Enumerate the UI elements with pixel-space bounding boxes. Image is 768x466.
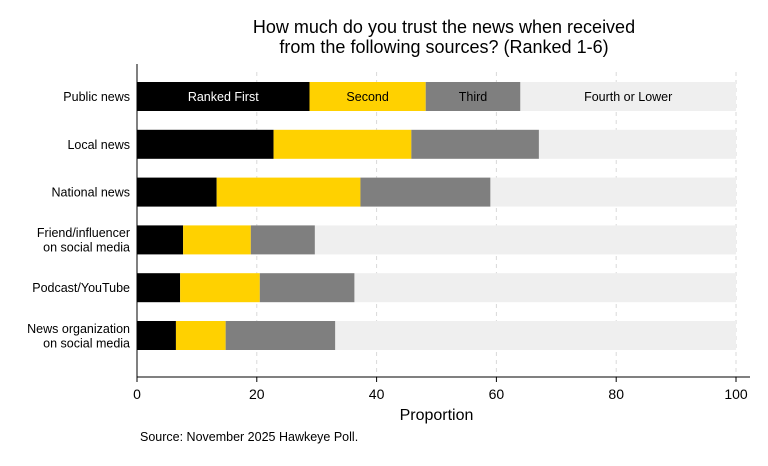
category-label-4: Podcast/YouTube — [32, 281, 130, 295]
bar-4-ranked-first — [137, 273, 181, 303]
legend-label-second: Second — [346, 90, 388, 104]
legend-label-fourth-or-lower: Fourth or Lower — [584, 90, 672, 104]
x-axis-title: Proportion — [400, 407, 474, 424]
chart-title-line-2: from the following sources? (Ranked 1-6) — [279, 37, 608, 57]
bar-2-fourth-or-lower — [490, 177, 736, 207]
bar-2-ranked-first — [137, 177, 217, 207]
legend-label-third: Third — [459, 90, 488, 104]
legend-label-ranked-first: Ranked First — [188, 90, 259, 104]
bar-0-third — [425, 82, 521, 111]
category-label-2: National news — [51, 186, 130, 200]
bar-0-ranked-first — [137, 82, 310, 111]
bar-4-fourth-or-lower — [354, 273, 736, 303]
x-tick-label-100: 100 — [724, 386, 748, 402]
bar-1-fourth-or-lower — [538, 129, 736, 159]
bar-3-second — [183, 225, 251, 255]
bar-5-ranked-first — [137, 321, 176, 350]
x-tick-label-60: 60 — [489, 386, 505, 402]
grid-lines — [256, 72, 737, 377]
bar-3-third — [250, 225, 315, 255]
bar-1-ranked-first — [137, 129, 274, 159]
bars: Ranked First Second Third Fourth or Lower — [137, 82, 736, 350]
category-labels: Public news Local news National news Friend… — [27, 90, 130, 350]
chart-title-line-1: How much do you trust the news when rece… — [253, 17, 635, 37]
category-label-5: News organization on social media — [27, 322, 130, 351]
x-tick-label-0: 0 — [133, 386, 141, 402]
bar-2-third — [360, 177, 491, 207]
bar-4-third — [259, 273, 355, 303]
x-tick-label-20: 20 — [249, 386, 265, 402]
bar-1-second — [273, 129, 412, 159]
bar-0-fourth-or-lower — [520, 82, 736, 111]
bar-5-second — [175, 321, 226, 350]
category-label-0: Public news — [63, 90, 130, 104]
bar-1-third — [411, 129, 539, 159]
bar-5-third — [225, 321, 336, 350]
bar-2-second — [216, 177, 361, 207]
x-tick-label-80: 80 — [608, 386, 624, 402]
bar-4-second — [180, 273, 260, 303]
x-axis: 0 20 40 60 80 100 — [133, 64, 750, 402]
bar-0-second — [309, 82, 426, 111]
category-label-1: Local news — [67, 138, 130, 152]
bar-3-fourth-or-lower — [314, 225, 736, 255]
x-tick-label-40: 40 — [369, 386, 385, 402]
bar-3-ranked-first — [137, 225, 184, 255]
bar-5-fourth-or-lower — [335, 321, 736, 350]
source-note: Source: November 2025 Hawkeye Poll. — [140, 430, 358, 444]
category-label-3: Friend/influencer on social media — [37, 226, 130, 255]
